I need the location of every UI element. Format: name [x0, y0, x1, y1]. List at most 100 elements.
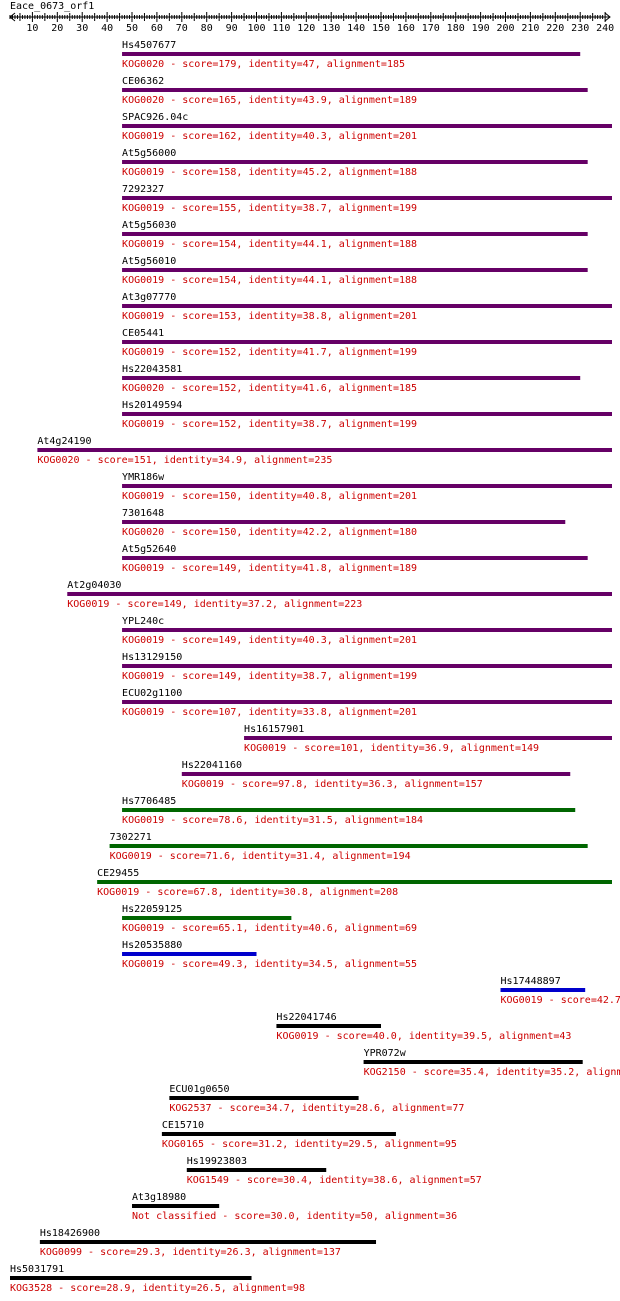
- hit-bar[interactable]: [122, 196, 613, 200]
- hit-row[interactable]: Hs4507677 KOG0020 - score=179, identity=4…: [122, 40, 581, 70]
- hit-row[interactable]: YMR186w KOG0019 - score=150, identity=40.…: [122, 472, 613, 502]
- hit-row[interactable]: At5g52640 KOG0019 - score=149, identity=4…: [122, 544, 588, 574]
- hit-bar[interactable]: [161, 1132, 396, 1136]
- hit-name[interactable]: At2g04030: [67, 580, 121, 591]
- hit-bar[interactable]: [122, 916, 292, 920]
- hit-row[interactable]: At5g56000 KOG0019 - score=158, identity=4…: [122, 148, 588, 178]
- hit-bar[interactable]: [122, 520, 566, 524]
- hit-bar[interactable]: [122, 88, 588, 92]
- hit-name[interactable]: Hs20535880: [122, 940, 182, 951]
- hit-row[interactable]: Hs22043581 KOG0020 - score=152, identity=…: [122, 364, 581, 394]
- hit-row[interactable]: SPAC926.04c KOG0019 - score=162, identity…: [122, 112, 613, 142]
- hit-bar[interactable]: [97, 880, 612, 884]
- hit-name[interactable]: At5g56000: [122, 148, 176, 159]
- hit-bar[interactable]: [122, 268, 588, 272]
- hit-name[interactable]: Hs22059125: [122, 904, 182, 915]
- hit-name[interactable]: CE05441: [122, 328, 164, 339]
- hit-bar[interactable]: [122, 160, 588, 164]
- hit-bar[interactable]: [122, 340, 613, 344]
- hit-bar[interactable]: [122, 700, 613, 704]
- hit-row[interactable]: Hs18426900 KOG0099 - score=29.3, identity…: [39, 1228, 377, 1258]
- hit-bar[interactable]: [500, 988, 586, 992]
- hit-row[interactable]: Hs19923803 KOG1549 - score=30.4, identity…: [186, 1156, 482, 1186]
- hit-bar[interactable]: [122, 808, 576, 812]
- hit-row[interactable]: Hs20535880 KOG0019 - score=49.3, identity…: [122, 940, 417, 970]
- hit-row[interactable]: At5g56030 KOG0019 - score=154, identity=4…: [122, 220, 588, 250]
- hit-bar[interactable]: [122, 376, 581, 380]
- hit-name[interactable]: CE15710: [162, 1120, 204, 1131]
- hit-name[interactable]: Hs20149594: [122, 400, 182, 411]
- hit-row[interactable]: CE05441 KOG0019 - score=152, identity=41.…: [122, 328, 613, 358]
- hit-row[interactable]: Hs17448897 KOG0019 - score=42.7, identity…: [500, 976, 620, 1006]
- hit-name[interactable]: At5g52640: [122, 544, 176, 555]
- hit-row[interactable]: ECU01g0650 KOG2537 - score=34.7, identity…: [169, 1084, 464, 1114]
- hit-name[interactable]: YPR072w: [364, 1048, 407, 1059]
- hit-name[interactable]: Hs13129150: [122, 652, 182, 663]
- hit-row[interactable]: YPR072w KOG2150 - score=35.4, identity=35…: [363, 1048, 620, 1078]
- hit-bar[interactable]: [181, 772, 571, 776]
- hit-name[interactable]: 7301648: [122, 508, 164, 519]
- hit-bar[interactable]: [132, 1204, 220, 1208]
- hit-name[interactable]: YMR186w: [122, 472, 165, 483]
- hit-name[interactable]: At3g07770: [122, 292, 176, 303]
- hit-row[interactable]: At4g24190 KOG0020 - score=151, identity=3…: [37, 436, 612, 466]
- hit-bar[interactable]: [67, 592, 612, 596]
- hit-bar[interactable]: [37, 448, 612, 452]
- hit-bar[interactable]: [276, 1024, 382, 1028]
- hit-row[interactable]: ECU02g1100 KOG0019 - score=107, identity=…: [122, 688, 613, 718]
- hit-row[interactable]: CE06362 KOG0020 - score=165, identity=43.…: [122, 76, 588, 106]
- hit-row[interactable]: Hs20149594 KOG0019 - score=152, identity=…: [122, 400, 613, 430]
- hit-name[interactable]: ECU02g1100: [122, 688, 182, 699]
- hit-name[interactable]: Hs18426900: [40, 1228, 100, 1239]
- hit-bar[interactable]: [244, 736, 612, 740]
- hit-name[interactable]: 7292327: [122, 184, 164, 195]
- hit-name[interactable]: CE29455: [97, 868, 139, 879]
- hit-name[interactable]: At5g56030: [122, 220, 176, 231]
- hit-row[interactable]: At3g07770 KOG0019 - score=153, identity=3…: [122, 292, 613, 322]
- hit-row[interactable]: 7301648 KOG0020 - score=150, identity=42.…: [122, 508, 566, 538]
- hit-name[interactable]: CE06362: [122, 76, 164, 87]
- hit-name[interactable]: Hs19923803: [187, 1156, 247, 1167]
- hit-bar[interactable]: [122, 304, 613, 308]
- hit-bar[interactable]: [122, 628, 613, 632]
- hit-row[interactable]: CE15710 KOG0165 - score=31.2, identity=29…: [161, 1120, 457, 1150]
- hit-name[interactable]: ECU01g0650: [169, 1084, 229, 1095]
- hit-bar[interactable]: [186, 1168, 327, 1172]
- hit-name[interactable]: Hs17448897: [501, 976, 561, 987]
- hit-bar[interactable]: [122, 952, 257, 956]
- hit-name[interactable]: At4g24190: [37, 436, 91, 447]
- hit-name[interactable]: Hs22041746: [276, 1012, 336, 1023]
- hit-row[interactable]: At3g18980 Not classified - score=30.0, id…: [132, 1192, 457, 1222]
- hit-bar[interactable]: [122, 124, 613, 128]
- hit-row[interactable]: YPL240c KOG0019 - score=149, identity=40.…: [122, 616, 613, 646]
- hit-bar[interactable]: [122, 556, 588, 560]
- hit-row[interactable]: Hs16157901 KOG0019 - score=101, identity=…: [244, 724, 612, 754]
- hit-name[interactable]: At3g18980: [132, 1192, 186, 1203]
- hit-row[interactable]: 7302271 KOG0019 - score=71.6, identity=31…: [109, 832, 588, 862]
- hit-row[interactable]: CE29455 KOG0019 - score=67.8, identity=30…: [97, 868, 612, 898]
- hit-name[interactable]: Hs16157901: [244, 724, 304, 735]
- hit-name[interactable]: Hs4507677: [122, 40, 176, 51]
- hit-name[interactable]: Hs7706485: [122, 796, 176, 807]
- hit-row[interactable]: Hs22041746 KOG0019 - score=40.0, identity…: [276, 1012, 571, 1042]
- hit-row[interactable]: 7292327 KOG0019 - score=155, identity=38.…: [122, 184, 613, 214]
- hit-row[interactable]: At5g56010 KOG0019 - score=154, identity=4…: [122, 256, 588, 286]
- hit-name[interactable]: At5g56010: [122, 256, 176, 267]
- hit-bar[interactable]: [109, 844, 588, 848]
- hit-bar[interactable]: [39, 1240, 377, 1244]
- hit-bar[interactable]: [122, 664, 613, 668]
- hit-bar[interactable]: [169, 1096, 359, 1100]
- hit-row[interactable]: Hs5031791 KOG3528 - score=28.9, identity=…: [10, 1264, 305, 1294]
- hit-name[interactable]: Hs22043581: [122, 364, 182, 375]
- hit-bar[interactable]: [122, 232, 588, 236]
- hit-row[interactable]: Hs7706485 KOG0019 - score=78.6, identity=…: [122, 796, 576, 826]
- hit-row[interactable]: Hs13129150 KOG0019 - score=149, identity=…: [122, 652, 613, 682]
- hit-name[interactable]: 7302271: [110, 832, 152, 843]
- hit-name[interactable]: YPL240c: [122, 616, 164, 627]
- hit-row[interactable]: Hs22059125 KOG0019 - score=65.1, identity…: [122, 904, 417, 934]
- hit-name[interactable]: Hs5031791: [10, 1264, 64, 1275]
- hit-bar[interactable]: [363, 1060, 583, 1064]
- hit-row[interactable]: Hs22041160 KOG0019 - score=97.8, identity…: [181, 760, 571, 790]
- hit-row[interactable]: At2g04030 KOG0019 - score=149, identity=3…: [67, 580, 612, 610]
- hit-bar[interactable]: [122, 412, 613, 416]
